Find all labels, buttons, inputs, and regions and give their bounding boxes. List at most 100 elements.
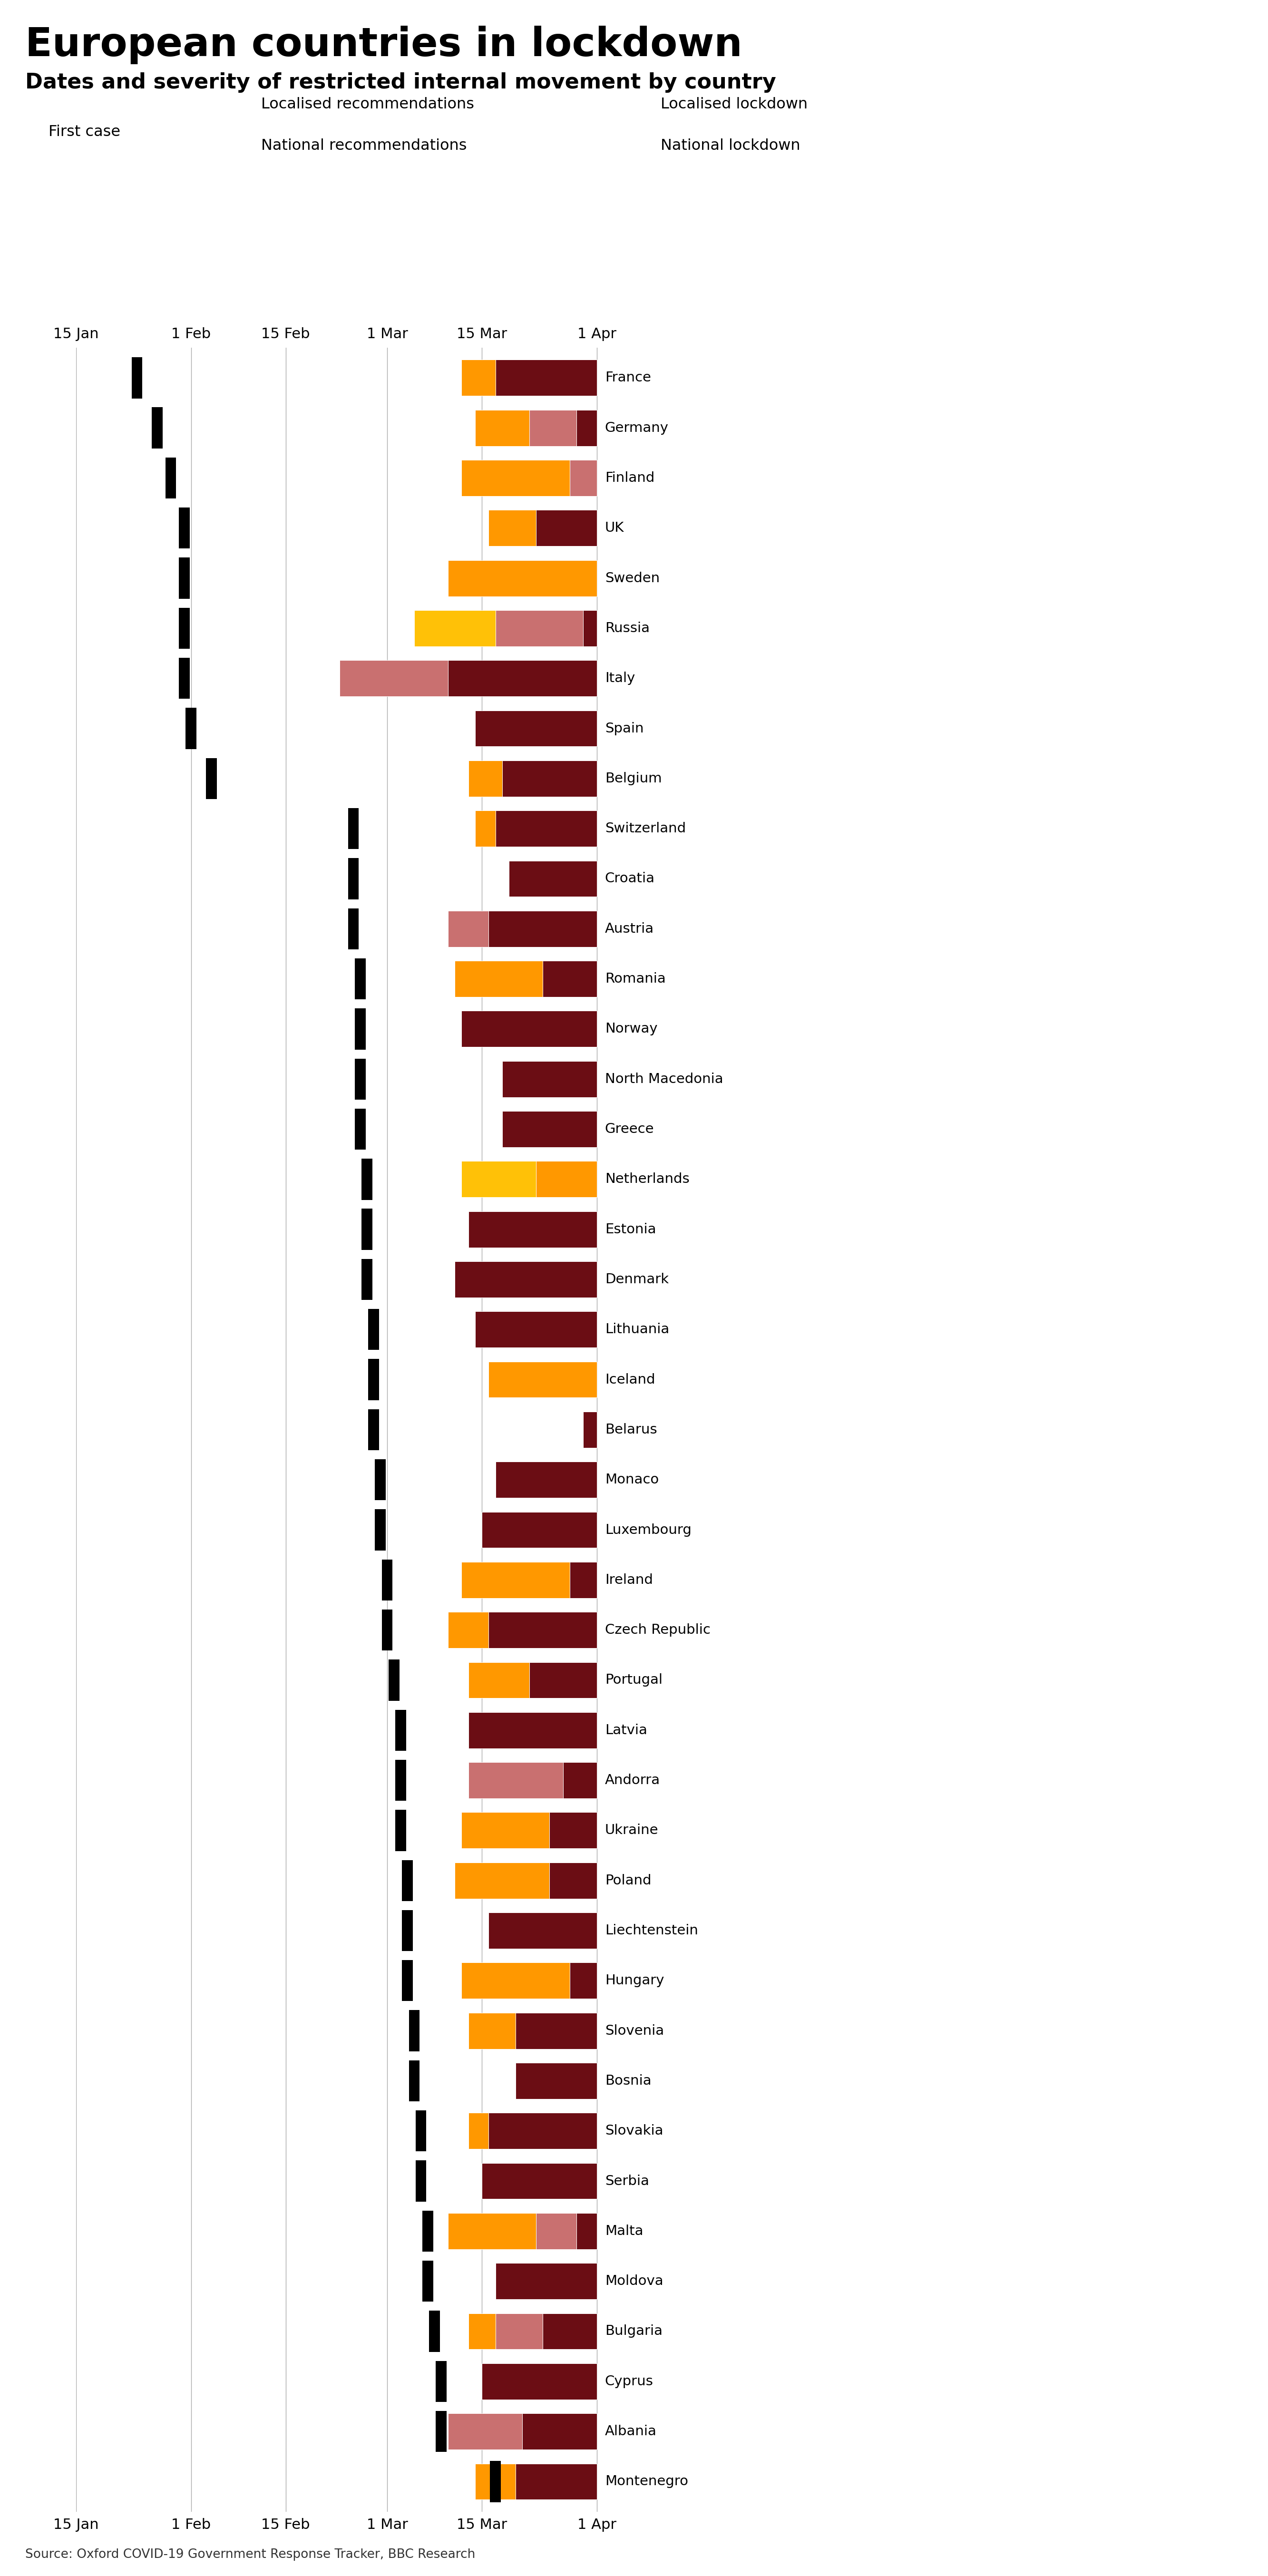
Bar [347,809,359,850]
Bar [476,711,597,747]
Bar [382,1610,393,1651]
Bar [185,708,197,750]
Bar [522,2414,597,2450]
Bar [569,1561,597,1597]
Bar [496,611,583,647]
Text: Denmark: Denmark [605,1273,668,1285]
Bar [468,1762,563,1798]
Text: Croatia: Croatia [605,873,654,886]
Text: North Macedonia: North Macedonia [605,1072,723,1084]
Bar [577,410,597,446]
Bar [448,2213,536,2249]
Bar [468,1662,529,1698]
Bar [382,1558,393,1600]
Bar [488,510,536,546]
Text: Romania: Romania [605,971,666,987]
Bar [368,1360,379,1401]
Bar [569,1963,597,1999]
Bar [355,958,365,999]
Bar [132,358,142,399]
Bar [462,461,569,497]
Bar [436,2360,446,2401]
Bar [179,657,190,698]
Bar [462,1010,597,1046]
Bar [179,507,190,549]
Bar [488,2112,597,2148]
Bar [496,361,597,397]
Bar [468,2012,516,2048]
Text: Sweden: Sweden [605,572,659,585]
Bar [388,1659,399,1700]
Bar [361,1208,373,1249]
Text: Czech Republic: Czech Republic [605,1623,710,1636]
Bar [396,1710,406,1752]
Bar [476,410,529,446]
Text: Moldova: Moldova [605,2275,663,2287]
Bar [462,1814,549,1850]
Text: Monaco: Monaco [605,1473,659,1486]
Bar [179,608,190,649]
Bar [396,1811,406,1852]
Bar [448,2414,522,2450]
Text: Estonia: Estonia [605,1224,656,1236]
Bar [496,811,597,848]
Bar [482,2164,597,2200]
Bar [361,1159,373,1200]
Text: National lockdown: National lockdown [661,139,800,152]
Bar [549,1814,597,1850]
Text: Belarus: Belarus [605,1422,657,1437]
Bar [355,1108,365,1149]
Bar [408,2061,420,2102]
Text: Greece: Greece [605,1123,654,1136]
Bar [563,1762,597,1798]
Bar [448,1613,488,1649]
Text: Malta: Malta [605,2226,643,2239]
Bar [448,559,597,595]
Bar [429,2311,440,2352]
Text: Poland: Poland [605,1873,652,1888]
Bar [468,1713,597,1749]
Bar [355,1059,365,1100]
Bar [583,1412,597,1448]
Bar [179,556,190,598]
Bar [205,757,217,799]
Bar [488,1363,597,1399]
Text: Albania: Albania [605,2424,657,2437]
Text: Ireland: Ireland [605,1574,653,1587]
Bar [347,858,359,899]
Bar [468,2112,488,2148]
Text: Austria: Austria [605,922,654,935]
Bar [529,410,577,446]
Bar [476,1311,597,1347]
Bar [415,611,496,647]
Bar [375,1510,385,1551]
Text: Italy: Italy [605,672,635,685]
Bar [489,2460,501,2501]
Bar [488,1911,597,1947]
Bar [468,2313,496,2349]
Text: Ukraine: Ukraine [605,1824,658,1837]
Text: Luxembourg: Luxembourg [605,1522,691,1535]
Bar [488,1613,597,1649]
Text: First case: First case [48,124,120,139]
Bar [152,407,162,448]
Text: France: France [605,371,650,384]
Bar [368,1309,379,1350]
Bar [502,1061,597,1097]
Text: Portugal: Portugal [605,1674,662,1687]
Bar [422,2210,434,2251]
Bar [549,1862,597,1899]
Bar [347,909,359,951]
Bar [536,510,597,546]
Text: Bulgaria: Bulgaria [605,2324,662,2339]
Text: Finland: Finland [605,471,654,484]
Bar [462,1162,536,1198]
Text: Germany: Germany [605,422,668,435]
Text: Liechtenstein: Liechtenstein [605,1924,699,1937]
Bar [375,1458,385,1499]
Bar [502,760,597,796]
Bar [361,1260,373,1301]
Bar [368,1409,379,1450]
Text: UK: UK [605,520,624,536]
Text: Localised lockdown: Localised lockdown [661,98,808,111]
